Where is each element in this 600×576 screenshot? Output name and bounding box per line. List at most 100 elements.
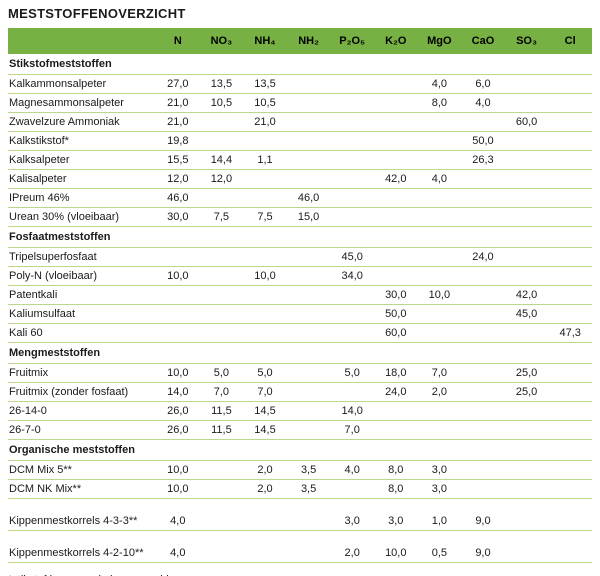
value-cell — [548, 266, 592, 286]
value-cell — [504, 401, 549, 421]
value-cell — [199, 188, 244, 208]
table-row: IPreum 46% 46,0 46,0 — [8, 188, 592, 208]
value-cell — [330, 112, 374, 132]
value-cell — [504, 266, 549, 286]
table-row: DCM Mix 5** 10,0 2,0 3,5 4,0 8,0 3,0 — [8, 460, 592, 480]
value-cell: 3,0 — [417, 479, 462, 499]
value-cell: 26,0 — [156, 420, 200, 440]
value-cell — [504, 247, 549, 267]
value-cell: 8,0 — [373, 460, 418, 480]
value-cell: 4,0 — [417, 169, 462, 189]
value-cell: 14,5 — [243, 420, 287, 440]
value-cell — [417, 247, 462, 267]
value-cell: 24,0 — [373, 382, 418, 402]
value-cell — [373, 420, 418, 440]
value-cell — [286, 131, 331, 151]
row-name-cell: Kali 60 — [8, 323, 157, 343]
value-cell — [373, 150, 418, 170]
value-cell — [417, 304, 462, 324]
table-row: Fruitmix (zonder fosfaat) 14,0 7,0 7,0 24,0 2… — [8, 382, 592, 402]
value-cell: 7,0 — [330, 420, 374, 440]
value-cell — [461, 401, 505, 421]
value-cell — [504, 74, 549, 94]
value-cell — [504, 169, 549, 189]
value-cell — [286, 363, 331, 383]
value-cell — [548, 207, 592, 227]
value-cell: 10,0 — [373, 530, 418, 563]
value-cell — [373, 207, 418, 227]
value-cell — [504, 498, 549, 531]
value-cell — [548, 131, 592, 151]
value-cell — [330, 323, 374, 343]
value-cell — [548, 498, 592, 531]
value-cell: 11,5 — [199, 420, 244, 440]
value-cell — [330, 93, 374, 113]
value-cell — [330, 207, 374, 227]
row-name-cell: Patentkali — [8, 285, 157, 305]
value-cell — [504, 420, 549, 440]
value-cell — [156, 285, 200, 305]
value-cell: 2,0 — [243, 460, 287, 480]
value-cell: 42,0 — [373, 169, 418, 189]
column-header: K₂O — [385, 35, 407, 47]
value-cell: 12,0 — [199, 169, 244, 189]
value-cell: 2,0 — [330, 530, 374, 563]
value-cell: 15,5 — [156, 150, 200, 170]
value-cell: 5,0 — [243, 363, 287, 383]
value-cell — [417, 323, 462, 343]
value-cell: 5,0 — [199, 363, 244, 383]
value-cell: 4,0 — [156, 530, 200, 563]
value-cell — [286, 382, 331, 402]
value-cell: 7,5 — [199, 207, 244, 227]
value-cell — [461, 479, 505, 499]
table-row: Urean 30% (vloeibaar) 30,0 7,5 7,5 15,0 — [8, 207, 592, 227]
value-cell: 11,5 — [199, 401, 244, 421]
row-name-cell: Urean 30% (vloeibaar) — [8, 207, 157, 227]
table-row: Kalisalpeter 12,0 12,0 42,0 4,0 — [8, 169, 592, 189]
value-cell — [286, 247, 331, 267]
value-cell — [199, 285, 244, 305]
table-row: 26-14-0 26,0 11,5 14,5 14,0 — [8, 401, 592, 421]
section-header-label: Fosfaatmeststoffen — [8, 226, 592, 248]
value-cell — [286, 498, 331, 531]
value-cell — [461, 207, 505, 227]
section-header-label: Organische meststoffen — [8, 439, 592, 461]
row-name-cell: Zwavelzure Ammoniak — [8, 112, 157, 132]
table-body: Stikstofmeststoffen Kalkammonsalpeter 27,0… — [8, 54, 592, 563]
table-row: Kaliumsulfaat 50,0 45,0 — [8, 304, 592, 324]
section-header-row: Fosfaatmeststoffen — [8, 226, 592, 248]
section-header-label: Mengmeststoffen — [8, 342, 592, 364]
row-name-cell: Kippenmestkorrels 4-2-10** — [8, 530, 157, 563]
section-header-row: Organische meststoffen — [8, 439, 592, 461]
value-cell: 3,0 — [373, 498, 418, 531]
value-cell: 4,0 — [330, 460, 374, 480]
value-cell — [461, 323, 505, 343]
value-cell: 7,0 — [199, 382, 244, 402]
value-cell — [461, 266, 505, 286]
value-cell — [199, 323, 244, 343]
row-name-cell: Magnesammonsalpeter — [8, 93, 157, 113]
table-row: Poly-N (vloeibaar) 10,0 10,0 34,0 — [8, 266, 592, 286]
value-cell — [417, 266, 462, 286]
table-row: Kippenmestkorrels 4-3-3** 4,0 3,0 3,0 1,0 9,0 — [8, 498, 592, 531]
value-cell — [330, 131, 374, 151]
value-cell — [330, 169, 374, 189]
value-cell — [504, 479, 549, 499]
value-cell: 60,0 — [504, 112, 549, 132]
value-cell — [548, 420, 592, 440]
row-name-cell: Kalkammonsalpeter — [8, 74, 157, 94]
row-name-cell: 26-7-0 — [8, 420, 157, 440]
value-cell: 8,0 — [417, 93, 462, 113]
value-cell: 21,0 — [156, 93, 200, 113]
value-cell — [199, 530, 244, 563]
value-cell: 4,0 — [461, 93, 505, 113]
value-cell — [417, 112, 462, 132]
value-cell — [330, 382, 374, 402]
value-cell: 45,0 — [504, 304, 549, 324]
value-cell — [156, 323, 200, 343]
value-cell — [286, 285, 331, 305]
row-name-cell: Fruitmix — [8, 363, 157, 383]
column-header: Cl — [564, 35, 576, 47]
table-row: Tripelsuperfosfaat 45,0 24,0 — [8, 247, 592, 267]
column-header: N — [173, 35, 182, 47]
